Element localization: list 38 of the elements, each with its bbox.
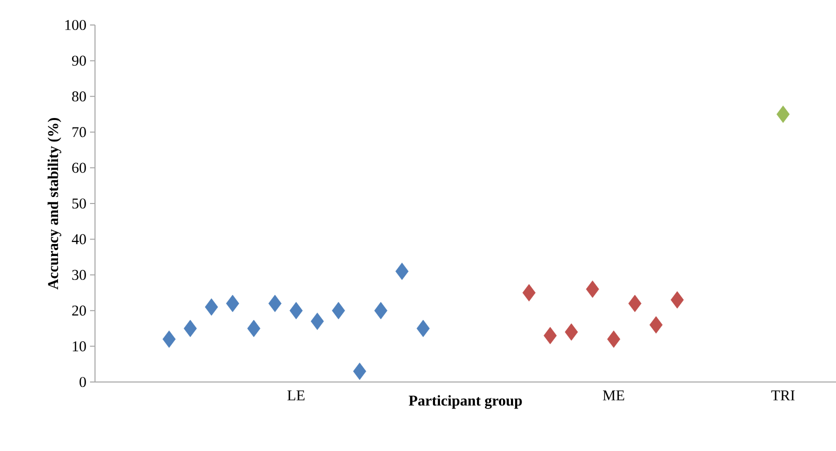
point	[204, 298, 218, 316]
point	[650, 316, 663, 334]
y-tick-label: 100	[65, 20, 86, 30]
point	[268, 294, 282, 312]
x-tick-label: TRI	[771, 390, 795, 400]
point	[544, 326, 557, 344]
y-tick-label: 80	[72, 91, 86, 102]
point	[226, 294, 240, 312]
y-tick-label: 10	[72, 341, 86, 352]
point	[564, 323, 578, 341]
point	[522, 284, 536, 302]
point	[607, 330, 620, 348]
y-tick-label: 30	[72, 270, 86, 280]
point	[628, 294, 642, 312]
y-tick-label: 20	[72, 306, 86, 316]
y-tick-label: 70	[72, 127, 86, 138]
y-tick-label: 40	[72, 234, 86, 244]
point	[162, 330, 176, 348]
x-tick-label: ME	[602, 390, 624, 400]
y-tick-label: 0	[80, 376, 86, 388]
point	[332, 302, 346, 320]
x-tick-label: LE	[287, 390, 305, 400]
point	[670, 291, 684, 309]
point	[247, 320, 260, 338]
point	[395, 262, 409, 280]
point	[374, 302, 388, 320]
point	[416, 320, 430, 338]
x-axis-title: Participant group	[408, 395, 522, 409]
point	[586, 280, 600, 298]
y-tick-label: 50	[72, 198, 86, 209]
point	[776, 106, 790, 123]
point	[184, 320, 197, 338]
point	[290, 302, 303, 320]
point	[310, 312, 324, 330]
y-tick-label: 90	[72, 56, 86, 66]
point	[353, 362, 366, 380]
y-tick-label: 60	[72, 162, 86, 173]
y-axis-title: Accuracy and stability (%)	[48, 118, 62, 290]
